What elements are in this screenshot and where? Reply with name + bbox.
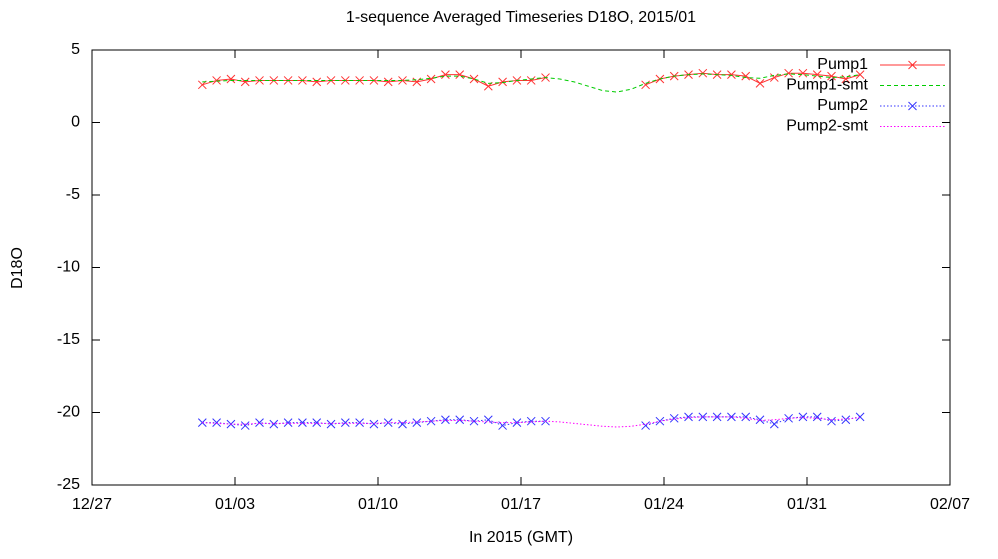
point-marker <box>240 421 250 430</box>
point-marker <box>784 68 793 78</box>
point-marker <box>269 419 279 429</box>
point-marker <box>855 70 865 80</box>
x-tick-label: 01/31 <box>787 496 827 513</box>
point-marker <box>426 74 436 84</box>
point-marker <box>212 76 221 85</box>
point-marker <box>469 74 479 84</box>
point-marker <box>412 418 422 428</box>
point-marker <box>712 412 722 422</box>
point-marker <box>312 418 322 428</box>
point-marker <box>469 416 479 426</box>
point-marker <box>798 68 808 78</box>
point-marker <box>855 412 865 422</box>
point-marker <box>398 76 407 85</box>
point-marker <box>827 71 836 81</box>
point-marker <box>455 70 465 80</box>
point-marker <box>441 70 450 80</box>
y-tick-label: -5 <box>66 186 80 203</box>
y-tick-label: -15 <box>57 331 80 348</box>
x-tick-label: 01/03 <box>215 496 255 513</box>
x-axis-label: In 2015 (GMT) <box>469 529 573 546</box>
series-line <box>202 73 861 93</box>
legend-label: Pump2-smt <box>786 118 868 135</box>
y-tick-label: 5 <box>71 41 80 58</box>
chart-title: 1-sequence Averaged Timeseries D18O, 201… <box>346 9 696 26</box>
point-marker <box>727 70 736 80</box>
point-marker <box>240 77 250 87</box>
point-marker <box>526 76 536 85</box>
series-line <box>202 416 861 428</box>
point-marker <box>212 418 221 428</box>
legend-marker <box>908 101 917 111</box>
x-tick-label: 01/24 <box>644 496 684 513</box>
legend-label: Pump1 <box>817 56 868 73</box>
point-marker <box>741 412 751 422</box>
point-marker <box>841 415 851 425</box>
y-tick-label: 0 <box>71 114 80 131</box>
point-marker <box>383 77 393 87</box>
point-marker <box>312 77 322 87</box>
point-marker <box>226 74 236 84</box>
point-marker <box>784 413 793 423</box>
point-marker <box>283 418 293 428</box>
x-tick-label: 12/27 <box>72 496 112 513</box>
point-marker <box>684 412 693 422</box>
point-marker <box>769 419 779 429</box>
point-marker <box>255 418 264 428</box>
point-marker <box>812 412 822 422</box>
point-marker <box>340 418 350 428</box>
point-marker <box>769 73 779 82</box>
point-marker <box>498 77 507 87</box>
point-marker <box>755 415 765 425</box>
point-marker <box>197 418 207 428</box>
x-tick-label: 02/07 <box>930 496 970 513</box>
legend-label: Pump1-smt <box>786 77 868 94</box>
point-marker <box>526 416 536 426</box>
x-tick-label: 01/17 <box>501 496 541 513</box>
point-marker <box>755 78 765 88</box>
y-axis-label: D18O <box>9 247 26 289</box>
x-tick-label: 01/10 <box>358 496 398 513</box>
point-marker <box>698 68 708 78</box>
y-tick-label: -20 <box>57 404 80 421</box>
point-marker <box>669 413 679 423</box>
point-marker <box>355 418 364 428</box>
point-marker <box>641 421 650 430</box>
y-tick-label: -25 <box>57 476 80 493</box>
legend-label: Pump2 <box>817 97 868 114</box>
y-tick-label: -10 <box>57 259 80 276</box>
point-marker <box>483 415 493 425</box>
point-marker <box>455 415 465 425</box>
point-marker <box>827 416 836 426</box>
point-marker <box>369 419 379 429</box>
point-marker <box>298 418 307 428</box>
point-marker <box>398 419 407 429</box>
point-marker <box>512 418 522 428</box>
plot-frame <box>91 49 951 486</box>
point-marker <box>741 71 751 81</box>
point-marker <box>727 412 736 422</box>
point-marker <box>441 415 450 425</box>
point-marker <box>326 419 336 429</box>
point-marker <box>812 70 822 80</box>
legend-marker <box>908 60 917 70</box>
point-marker <box>798 412 808 422</box>
